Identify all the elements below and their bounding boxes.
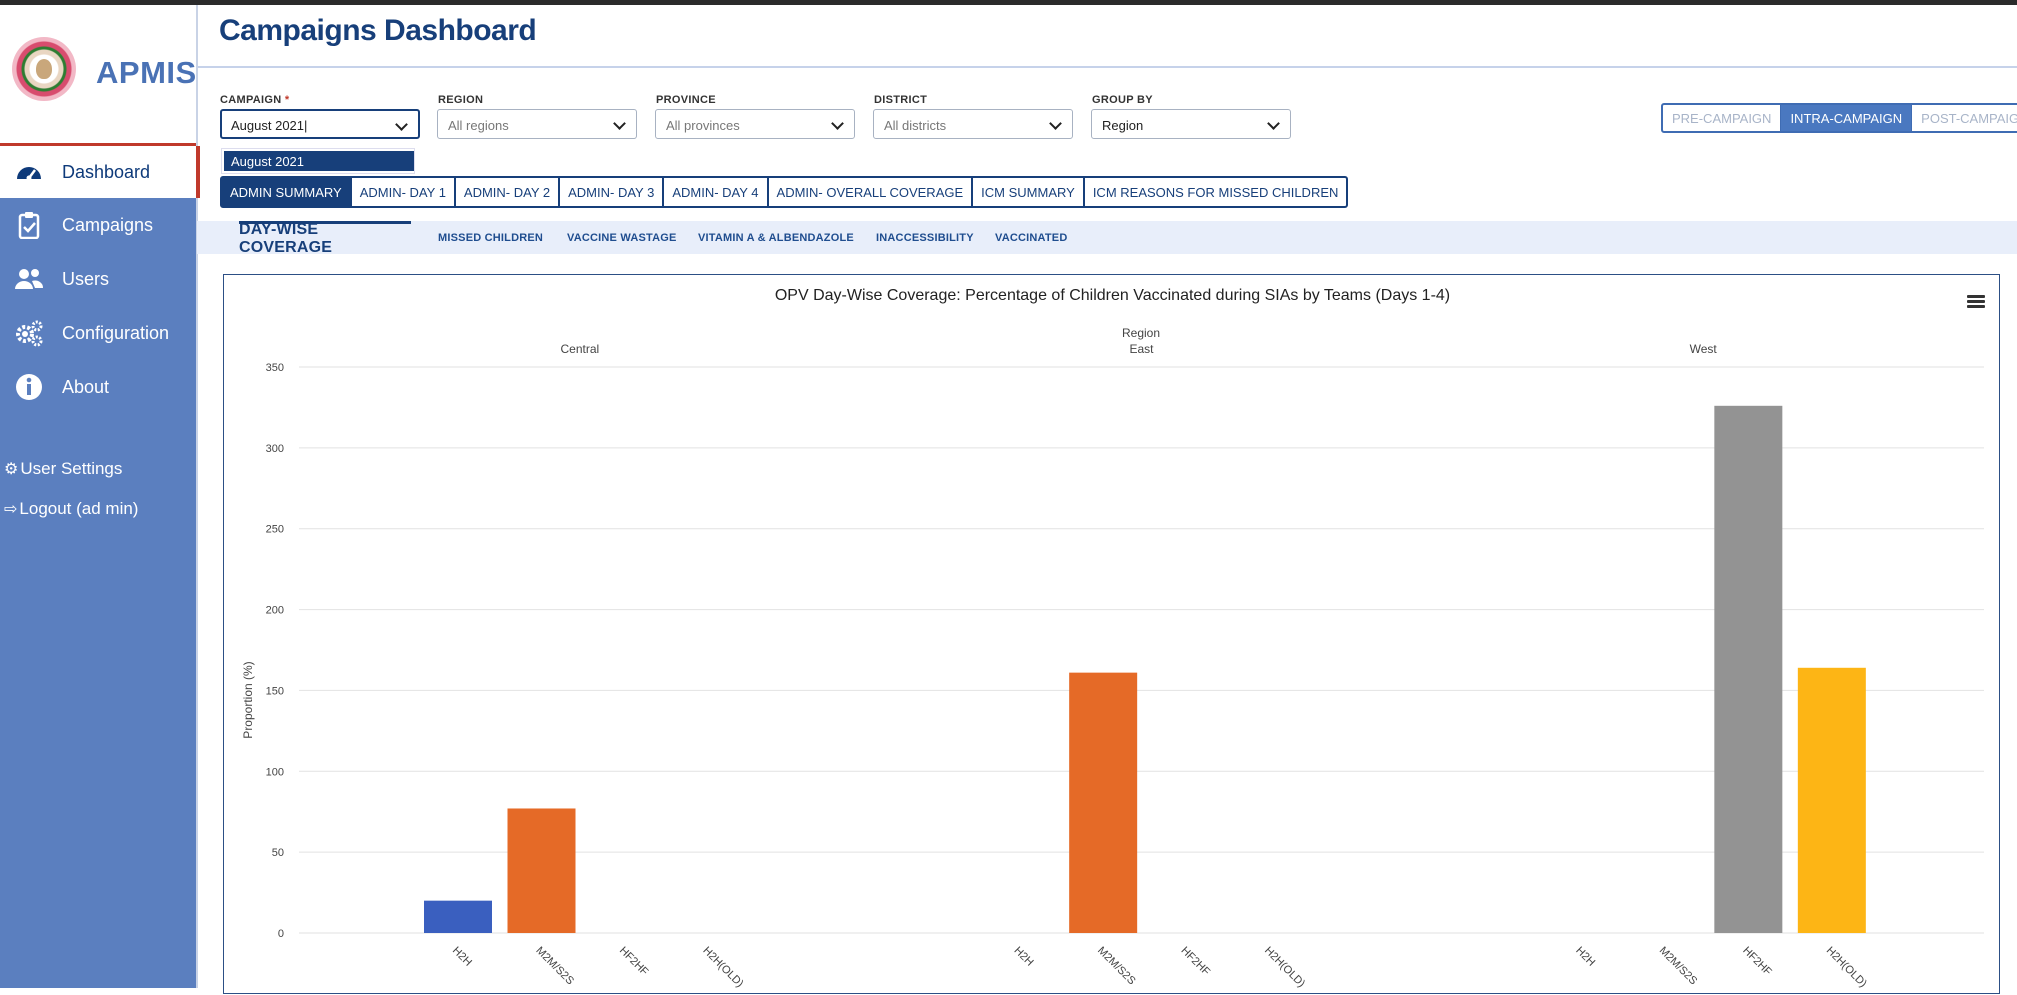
group-label: East	[1129, 342, 1154, 356]
group-label: West	[1690, 342, 1718, 356]
x-tick-label: H2H(OLD)	[700, 945, 745, 990]
header-divider	[197, 66, 2017, 68]
chart-bar	[1714, 405, 1783, 934]
campaign-select[interactable]: August 2021|	[220, 109, 420, 139]
subtab-vaccine-wastage[interactable]: VACCINE WASTAGE	[567, 231, 677, 244]
x-tick-label: H2H	[1573, 945, 1597, 969]
campaign-phase-toggle: PRE-CAMPAIGN INTRA-CAMPAIGN POST-CAMPAIG…	[1661, 103, 2017, 133]
y-axis-label: Proportion (%)	[241, 661, 255, 738]
page-title: Campaigns Dashboard	[219, 14, 537, 47]
region-select[interactable]: All regions	[437, 109, 637, 139]
chart-title: OPV Day-Wise Coverage: Percentage of Chi…	[774, 287, 1451, 304]
campaign-dropdown: August 2021	[221, 148, 415, 174]
apmis-logo	[12, 37, 76, 101]
y-tick-label: 0	[278, 928, 284, 940]
sidebar-item-label: Configuration	[62, 322, 170, 343]
y-tick-label: 350	[266, 362, 284, 374]
x-tick-label: HF2HF	[617, 945, 651, 979]
group-by-select[interactable]: Region	[1091, 109, 1291, 139]
chevron-down-icon	[1267, 117, 1280, 130]
chart-bar	[1069, 672, 1138, 933]
x-tick-label: M2M/S2S	[1095, 945, 1138, 988]
y-tick-label: 200	[266, 605, 284, 617]
app-name: APMIS	[96, 55, 197, 90]
chart-container: OPV Day-Wise Coverage: Percentage of Chi…	[223, 274, 2000, 994]
y-tick-label: 50	[272, 847, 284, 859]
x-tick-label: H2H(OLD)	[1262, 945, 1307, 990]
sidebar-item-label: Users	[62, 268, 110, 289]
sidebar-item-users[interactable]: Users	[0, 253, 196, 305]
group-by-label: GROUP BY	[1092, 94, 1153, 106]
sidebar-item-about[interactable]: About	[0, 361, 196, 413]
phase-intra-campaign[interactable]: INTRA-CAMPAIGN	[1780, 105, 1912, 131]
chevron-down-icon	[613, 117, 626, 130]
sidebar: APMIS Dashboard Campaigns Users Configur…	[0, 5, 200, 988]
x-tick-label: M2M/S2S	[533, 945, 576, 988]
clipboard-icon	[14, 210, 44, 240]
tab-icm-summary[interactable]: ICM SUMMARY	[971, 178, 1083, 206]
sidebar-item-label: Campaigns	[62, 214, 154, 235]
subtab-vitamin-a-albendazole[interactable]: VITAMIN A & ALBENDAZOLE	[698, 231, 854, 244]
x-tick-label: H2H(OLD)	[1824, 945, 1869, 990]
logout-link[interactable]: ⇨ Logout (ad min)	[4, 499, 139, 518]
x-tick-label: HF2HF	[1740, 945, 1774, 979]
speedometer-icon	[14, 157, 44, 187]
group-axis-label: Region	[1122, 326, 1160, 340]
subtab-vaccinated[interactable]: VACCINATED	[995, 231, 1068, 244]
y-tick-label: 250	[266, 524, 284, 536]
tab-icm-reasons-missed-children[interactable]: ICM REASONS FOR MISSED CHILDREN	[1082, 178, 1347, 206]
province-label: PROVINCE	[656, 94, 716, 106]
report-tabs: ADMIN SUMMARY ADMIN- DAY 1 ADMIN- DAY 2 …	[220, 176, 1349, 208]
brand[interactable]: APMIS	[0, 5, 196, 146]
chart-plot: 0 50 100 150 200 250 300 350 Proportion (%) Regio…	[241, 326, 1984, 990]
sidebar-item-dashboard[interactable]: Dashboard	[0, 146, 200, 198]
subtab-inaccessibility[interactable]: INACCESSIBILITY	[876, 231, 974, 244]
gear-icon: ⚙	[4, 461, 19, 478]
phase-post-campaign[interactable]: POST-CAMPAIGN	[1911, 105, 2017, 131]
subtab-bar: DAY-WISE COVERAGE MISSED CHILDREN VACCIN…	[197, 221, 2017, 256]
chevron-down-icon	[831, 117, 844, 130]
x-tick-label: HF2HF	[1179, 945, 1213, 979]
campaign-option[interactable]: August 2021	[224, 151, 414, 171]
chart-bar	[1797, 667, 1866, 933]
tab-admin-day-2[interactable]: ADMIN- DAY 2	[453, 178, 558, 206]
province-select[interactable]: All provinces	[655, 109, 855, 139]
sidebar-item-configuration[interactable]: Configuration	[0, 307, 196, 359]
sidebar-item-campaigns[interactable]: Campaigns	[0, 199, 196, 251]
chevron-down-icon	[1049, 117, 1062, 130]
sidebar-item-label: Dashboard	[62, 161, 151, 182]
y-tick-label: 300	[266, 443, 284, 455]
sidebar-item-label: About	[62, 376, 110, 397]
chevron-down-icon	[395, 118, 408, 131]
tab-admin-day-1[interactable]: ADMIN- DAY 1	[349, 178, 454, 206]
logout-icon: ⇨	[4, 501, 18, 518]
campaign-label: CAMPAIGN *	[220, 94, 290, 106]
x-tick-label: H2H	[1012, 945, 1036, 969]
users-icon	[14, 264, 44, 294]
phase-pre-campaign[interactable]: PRE-CAMPAIGN	[1672, 111, 1772, 126]
group-label: Central	[560, 342, 599, 356]
chart-bar	[424, 900, 492, 933]
subtab-missed-children[interactable]: MISSED CHILDREN	[438, 231, 544, 244]
subtab-day-wise-coverage[interactable]: DAY-WISE COVERAGE	[239, 221, 411, 256]
tab-admin-overall-coverage[interactable]: ADMIN- OVERALL COVERAGE	[766, 178, 972, 206]
district-label: DISTRICT	[874, 94, 928, 106]
tab-admin-day-3[interactable]: ADMIN- DAY 3	[558, 178, 662, 206]
chart-menu-icon[interactable]	[1967, 295, 1985, 309]
district-select[interactable]: All districts	[873, 109, 1073, 139]
x-tick-label: M2M/S2S	[1657, 945, 1700, 988]
tab-admin-day-4[interactable]: ADMIN- DAY 4	[662, 178, 766, 206]
y-tick-label: 150	[266, 685, 284, 697]
region-label: REGION	[438, 94, 484, 106]
user-settings-link[interactable]: ⚙ User Settings	[4, 459, 123, 478]
chart-bar	[507, 808, 576, 933]
y-tick-label: 100	[266, 766, 284, 778]
tab-admin-summary[interactable]: ADMIN SUMMARY	[222, 178, 350, 206]
gears-icon	[14, 318, 44, 348]
window-top-bar	[0, 0, 2017, 5]
info-icon	[14, 372, 44, 402]
x-tick-label: H2H	[450, 945, 474, 969]
